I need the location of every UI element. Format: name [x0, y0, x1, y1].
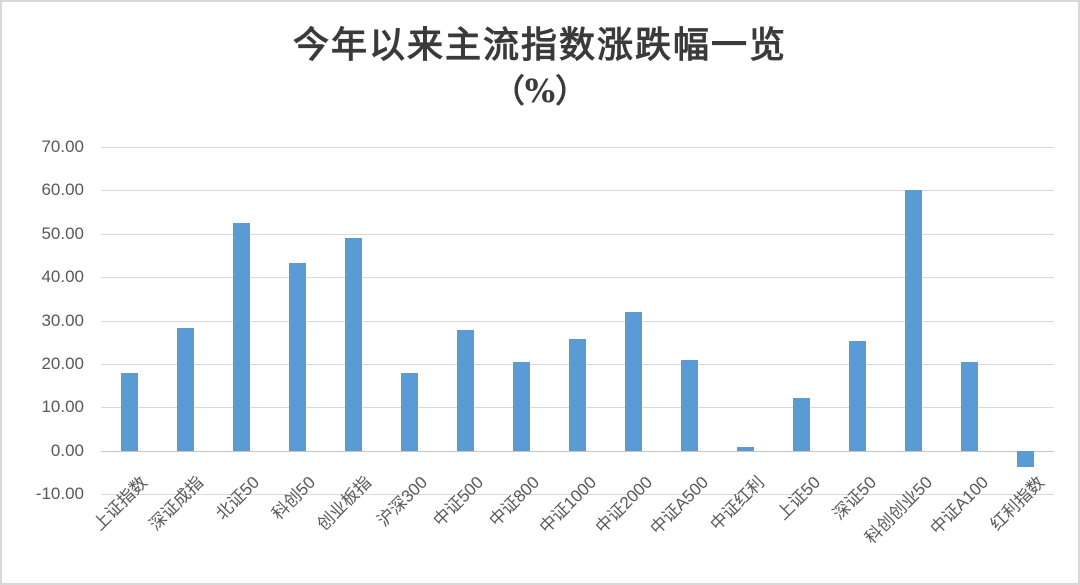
bar-上证指数 — [120, 373, 138, 451]
bar-中证500 — [456, 330, 474, 451]
bar-深证成指 — [176, 327, 194, 451]
bar-科创创业50 — [905, 190, 923, 451]
bar-中证1000 — [569, 338, 586, 451]
y-axis-tick-label: 10.00 — [41, 397, 84, 417]
chart-subtitle: （%） — [492, 72, 588, 110]
gridline — [101, 190, 1054, 192]
chart-title: 今年以来主流指数涨跌幅一览 — [292, 24, 787, 66]
bar-北证50 — [232, 222, 250, 451]
bar-上证50 — [793, 397, 811, 451]
y-axis-tick-label: 30.00 — [41, 310, 84, 330]
y-axis-tick-label: 20.00 — [41, 353, 84, 373]
bar-创业板指 — [344, 238, 362, 451]
bar-中证红利 — [737, 446, 755, 451]
gridline — [101, 277, 1054, 279]
gridline — [101, 233, 1054, 235]
bar-深证50 — [849, 341, 867, 451]
bar-中证800 — [512, 362, 530, 451]
y-axis-tick-label: 60.00 — [41, 180, 84, 200]
y-axis-tick-label: 70.00 — [41, 137, 84, 156]
bar-中证A100 — [961, 361, 979, 451]
bar-中证A500 — [681, 359, 699, 451]
bar-中证2000 — [625, 312, 643, 451]
x-axis-line — [101, 450, 1054, 452]
y-axis-tick-label: 50.00 — [41, 223, 84, 243]
y-axis-tick-label: 0.00 — [50, 440, 84, 460]
bar-科创50 — [288, 263, 306, 451]
gridline — [101, 147, 1054, 148]
y-axis-tick-label: -10.00 — [35, 484, 84, 503]
bar-红利指数 — [1017, 450, 1035, 468]
gridline — [101, 320, 1054, 322]
bar-沪深300 — [400, 372, 418, 451]
y-axis-tick-label: 40.00 — [41, 267, 84, 287]
gridline — [101, 494, 1054, 495]
